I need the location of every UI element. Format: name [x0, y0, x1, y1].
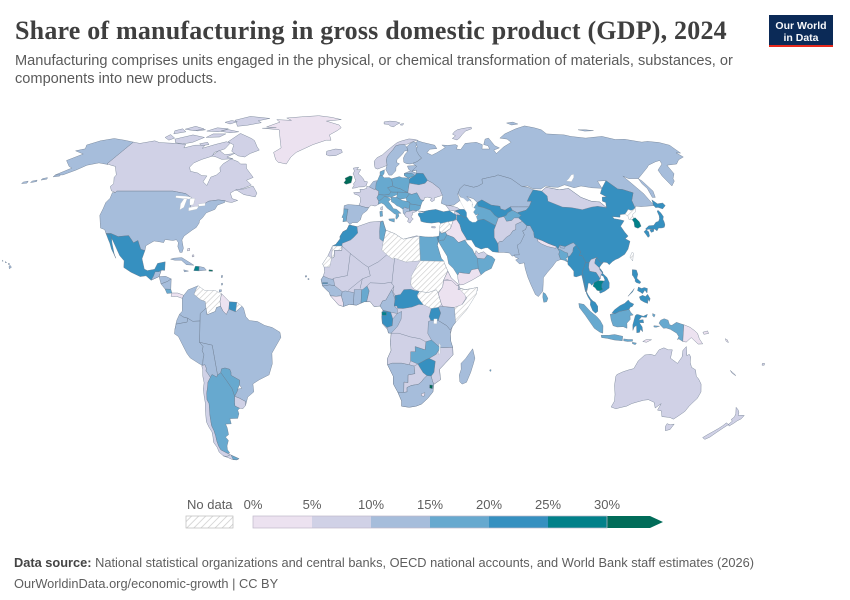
svg-text:10%: 10%: [358, 497, 384, 512]
svg-text:15%: 15%: [417, 497, 443, 512]
svg-text:5%: 5%: [303, 497, 322, 512]
svg-text:20%: 20%: [476, 497, 502, 512]
svg-text:25%: 25%: [535, 497, 561, 512]
svg-text:30%: 30%: [594, 497, 620, 512]
svg-text:0%: 0%: [244, 497, 263, 512]
